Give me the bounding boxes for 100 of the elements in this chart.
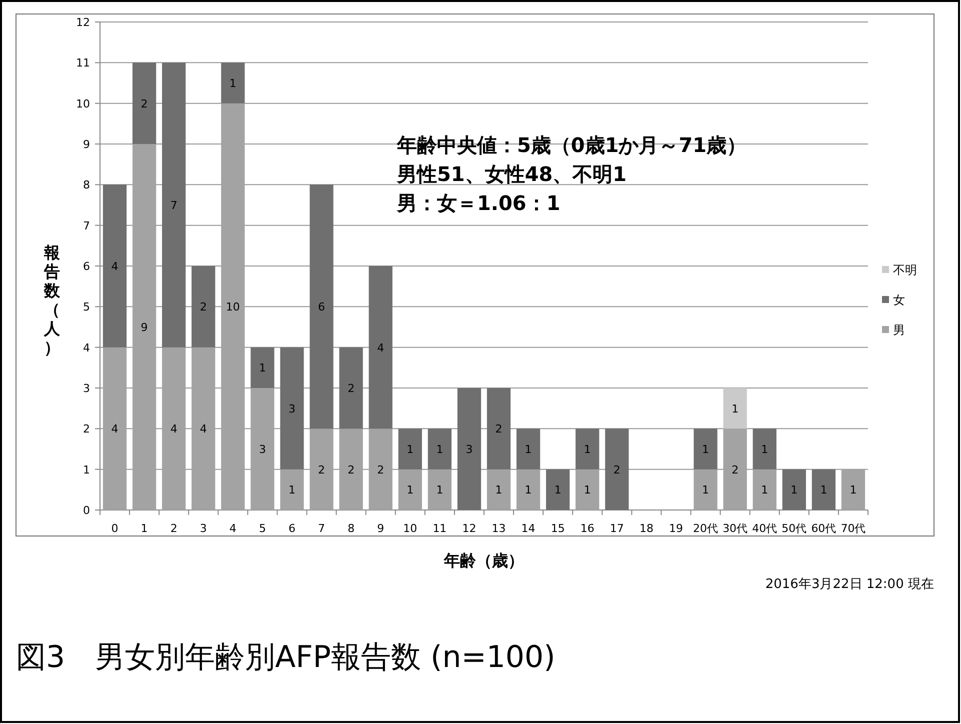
- bar: [368, 266, 392, 429]
- x-tick-label: 16: [580, 522, 594, 535]
- x-tick-label: 70代: [840, 522, 866, 535]
- x-tick-label: 17: [610, 522, 624, 535]
- data-label: 4: [377, 341, 384, 354]
- bar: [486, 388, 511, 470]
- x-tick-label: 14: [521, 522, 536, 535]
- bar: [576, 428, 600, 470]
- data-label: 1: [524, 484, 532, 497]
- data-label: 6: [318, 300, 326, 314]
- bar: [694, 428, 718, 470]
- y-tick-label: 2: [83, 422, 90, 436]
- x-tick-label: 6: [288, 522, 296, 535]
- y-tick-label: 7: [83, 219, 90, 232]
- bar: [782, 469, 806, 510]
- data-label: 3: [466, 443, 473, 456]
- bar: [310, 184, 334, 429]
- x-axis-title: 年齢（歳）: [443, 551, 524, 570]
- x-tick-label: 19: [669, 522, 683, 535]
- data-label: 10: [226, 300, 240, 314]
- x-tick-label: 30代: [722, 522, 748, 535]
- x-tick-label: 40代: [752, 522, 778, 535]
- data-label: 1: [258, 362, 266, 375]
- bar: [221, 62, 245, 104]
- text: 図3 男女別年齢別AFP報告数 (n=100): [16, 640, 556, 675]
- y-tick-label: 0: [83, 504, 90, 517]
- x-tick-label: 4: [229, 522, 236, 535]
- data-label: 1: [436, 484, 444, 497]
- bar: [280, 347, 304, 470]
- bar: [605, 428, 629, 510]
- data-label: 1: [495, 484, 502, 497]
- y-tick-label: 12: [76, 16, 90, 29]
- data-label: 1: [702, 484, 710, 497]
- legend-label: 女: [893, 293, 905, 307]
- data-label: 2: [318, 463, 326, 476]
- y-tick-label: 11: [76, 56, 90, 70]
- data-label: 1: [584, 443, 591, 456]
- data-label: 1: [790, 484, 798, 497]
- y-tick-label: 8: [83, 178, 90, 192]
- data-label: 1: [406, 443, 414, 456]
- data-label: 3: [288, 402, 296, 416]
- x-tick-label: 7: [318, 522, 326, 535]
- x-tick-label: 60代: [811, 522, 836, 535]
- x-tick-label: 9: [377, 522, 384, 535]
- y-axis-title: 報告数（人）: [43, 243, 61, 357]
- data-label: 2: [377, 463, 384, 476]
- y-tick-label: 4: [83, 341, 90, 354]
- annotation: 男：女＝1.06：1: [396, 191, 560, 215]
- data-label: 2: [732, 463, 739, 476]
- data-label: 7: [170, 199, 178, 212]
- x-tick-label: 5: [258, 522, 266, 535]
- data-label: 1: [584, 484, 591, 497]
- bar: [752, 428, 776, 470]
- x-tick-label: 8: [348, 522, 355, 535]
- data-label: 2: [140, 97, 148, 110]
- data-label: 1: [406, 484, 414, 497]
- annotation: 年齢中央値：5歳（0歳1か月～71歳）: [396, 133, 747, 157]
- x-tick-label: 50代: [782, 522, 807, 535]
- data-label: 2: [613, 463, 620, 476]
- data-label: 2: [495, 422, 502, 436]
- bar: [162, 62, 186, 348]
- data-label: 2: [348, 463, 355, 476]
- bar: [339, 347, 363, 429]
- legend-label: 不明: [893, 263, 917, 277]
- bar: [250, 347, 274, 388]
- y-tick-label: 3: [83, 382, 90, 395]
- data-label: 1: [702, 443, 710, 456]
- bar: [192, 266, 216, 348]
- y-tick-label: 9: [83, 138, 90, 151]
- y-tick-label: 1: [83, 463, 90, 476]
- bar: [398, 428, 422, 470]
- data-label: 1: [524, 443, 532, 456]
- data-label: 2: [200, 300, 207, 314]
- x-tick-label: 0: [111, 522, 118, 535]
- data-label: 1: [761, 443, 768, 456]
- text: 2016年3月22日 12:00 現在: [765, 577, 934, 592]
- data-label: 2: [348, 382, 355, 395]
- data-label: 4: [111, 260, 118, 273]
- data-label: 9: [140, 321, 148, 334]
- annotation: 男性51、女性48、不明1: [396, 162, 627, 186]
- x-tick-label: 11: [432, 522, 447, 535]
- x-tick-label: 10: [403, 522, 418, 535]
- bar: [812, 469, 836, 510]
- data-label: 4: [111, 422, 118, 436]
- bar: [132, 62, 156, 144]
- x-tick-label: 18: [639, 522, 654, 535]
- data-label: 1: [820, 484, 828, 497]
- data-label: 4: [170, 422, 178, 436]
- data-label: 1: [288, 484, 296, 497]
- bar: [428, 428, 452, 470]
- x-tick-label: 20代: [693, 522, 718, 535]
- data-label: 4: [200, 422, 207, 436]
- data-label: 1: [732, 402, 739, 416]
- bar: [102, 184, 127, 348]
- data-label: 1: [436, 443, 444, 456]
- bar: [457, 388, 482, 510]
- x-tick-label: 15: [550, 522, 565, 535]
- x-tick-label: 13: [492, 522, 506, 535]
- bar: [516, 428, 540, 470]
- data-label: 1: [850, 484, 857, 497]
